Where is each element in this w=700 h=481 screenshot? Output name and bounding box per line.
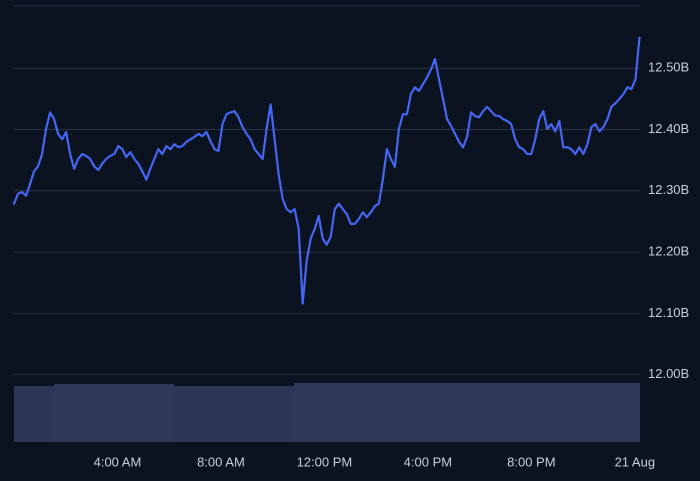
x-tick-label: 8:00 AM — [197, 454, 245, 469]
price-line — [12, 36, 641, 305]
x-tick-label: 4:00 PM — [404, 454, 452, 469]
volume-block — [54, 384, 174, 442]
volume-block — [174, 386, 294, 442]
y-tick-label: 12.50B — [648, 60, 689, 75]
x-tick-label: 4:00 AM — [94, 454, 142, 469]
y-tick-label: 12.00B — [648, 366, 689, 381]
volume-block — [14, 386, 54, 442]
volume-band — [14, 383, 640, 442]
y-tick-label: 12.20B — [648, 244, 689, 259]
x-tick-label: 12:00 PM — [297, 454, 353, 469]
y-tick-label: 12.30B — [648, 182, 689, 197]
volume-block — [294, 383, 640, 442]
x-tick-label: 8:00 PM — [507, 454, 555, 469]
y-tick-label: 12.40B — [648, 121, 689, 136]
y-tick-label: 12.10B — [648, 305, 689, 320]
x-tick-label: 21 Aug — [615, 454, 656, 469]
